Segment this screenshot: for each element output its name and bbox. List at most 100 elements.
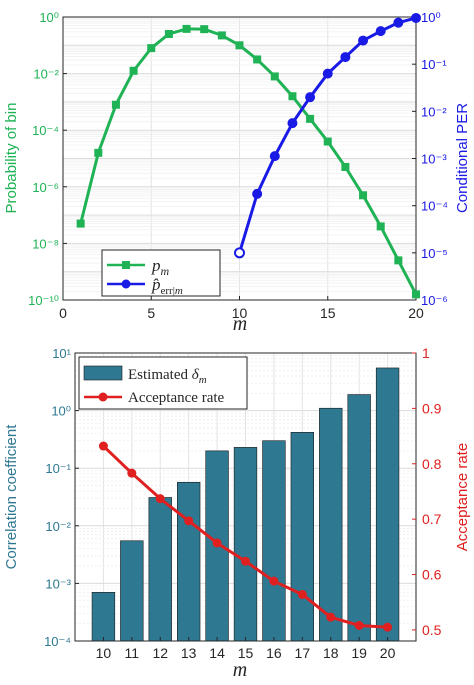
top-point-pm <box>94 148 103 157</box>
bottom-acceptance-point <box>354 620 364 630</box>
bottom-yl-tick-label: 10⁰ <box>51 404 71 419</box>
bottom-yl-tick-label: 10⁻² <box>45 519 71 534</box>
bottom-bar <box>233 447 258 642</box>
bottom-x-tick-label: 20 <box>380 645 396 661</box>
bottom-bar <box>120 540 144 642</box>
bottom-yl-tick-label: 10⁻³ <box>45 576 71 591</box>
bottom-x-ticks: 10 11 12 13 14 15 16 17 18 19 20 <box>96 637 396 661</box>
bottom-acceptance-point <box>241 556 250 566</box>
bottom-acceptance-point <box>326 612 336 622</box>
bottom-legend: Estimated δm Acceptance rate <box>78 356 248 410</box>
bottom-yr-tick-label: 0.5 <box>422 622 442 638</box>
bottom-x-tick-label: 15 <box>238 645 254 661</box>
top-yl-tick-label: 10⁻⁴ <box>32 123 59 138</box>
top-point-pm <box>200 25 209 34</box>
top-right-axis-label: Conditional PER <box>454 103 471 213</box>
bottom-x-tick-label: 13 <box>181 645 197 661</box>
bottom-bar <box>91 592 116 642</box>
bottom-line-series <box>98 441 393 632</box>
top-point-perr <box>234 247 245 259</box>
top-point-pm <box>323 137 332 146</box>
top-point-perr <box>252 188 263 199</box>
bottom-x-tick-label: 14 <box>209 645 225 661</box>
top-point-pm <box>111 100 120 109</box>
top-yl-tick-label: 10⁻² <box>33 67 59 82</box>
top-left-axis-label: Probability of bin <box>3 103 20 214</box>
top-legend-box <box>101 249 221 297</box>
top-x-axis-label: m <box>233 313 247 335</box>
top-x-tick-label: 20 <box>408 305 424 321</box>
bottom-bar <box>347 394 371 642</box>
top-point-pm <box>164 29 173 38</box>
bottom-bar <box>262 440 286 642</box>
bottom-left-axis-label: Correlation coefficient <box>3 424 20 570</box>
bottom-bar <box>148 497 172 642</box>
top-point-pm <box>412 290 420 299</box>
top-point-perr <box>322 68 333 79</box>
top-point-pm <box>394 256 403 265</box>
top-point-perr <box>287 118 298 129</box>
top-point-pm <box>341 162 350 171</box>
top-yr-tick-label: 10⁻⁵ <box>421 246 448 261</box>
bottom-yr-tick-label: 0.7 <box>422 511 442 527</box>
bottom-bars <box>91 367 400 642</box>
top-yr-tick-label: 10⁻⁴ <box>421 199 448 214</box>
top-yl-tick-label: 10⁻¹⁰ <box>28 293 59 308</box>
legend-delta-swatch <box>83 365 123 381</box>
top-point-pm <box>129 66 138 75</box>
bottom-legend-box <box>78 356 248 410</box>
top-x-tick-label: 15 <box>320 305 336 321</box>
bottom-x-tick-label: 12 <box>152 645 168 661</box>
bottom-acceptance-point <box>184 516 194 526</box>
top-point-perr <box>411 12 421 23</box>
legend-acceptance-marker <box>98 392 108 402</box>
bottom-acceptance-point <box>98 441 108 451</box>
top-chart: 0 5 10 15 20 10⁰ 10⁻² 10⁻⁴ 10⁻⁶ 10⁻⁸ 10⁻¹⁰ 10⁰ 10⁻… <box>3 10 471 335</box>
legend-perr-label: p̂err|m <box>151 275 183 297</box>
bottom-yr-tick-label: 0.6 <box>422 567 442 583</box>
top-point-pm <box>306 114 315 123</box>
bottom-acceptance-point <box>212 538 222 548</box>
top-yl-tick-label: 10⁻⁶ <box>32 180 59 195</box>
top-point-pm <box>376 222 385 231</box>
top-point-perr <box>305 92 316 103</box>
bottom-yr-tick-label: 0.9 <box>422 400 442 416</box>
bottom-yl-tick-label: 10⁻⁴ <box>44 634 71 649</box>
top-x-ticks: 0 5 10 15 20 <box>59 296 424 321</box>
legend-perr-marker <box>121 279 131 289</box>
bottom-bar <box>290 432 315 642</box>
bottom-x-tick-label: 19 <box>351 645 367 661</box>
bottom-yl-tick-label: 10¹ <box>52 346 71 361</box>
bottom-chart: 10 11 12 13 14 15 16 17 18 19 20 10¹ 10⁰ 10⁻¹ 10⁻² 10⁻… <box>3 345 471 681</box>
top-yr-tick-label: 10⁻¹ <box>421 57 447 72</box>
top-point-perr <box>358 35 369 46</box>
top-y-left-ticks: 10⁰ 10⁻² 10⁻⁴ 10⁻⁶ 10⁻⁸ 10⁻¹⁰ <box>28 10 67 308</box>
bottom-x-tick-label: 16 <box>266 645 282 661</box>
top-point-pm <box>270 72 279 81</box>
bottom-x-tick-label: 10 <box>96 645 112 661</box>
bottom-yr-tick-label: 0.8 <box>422 456 442 472</box>
top-point-pm <box>235 41 244 50</box>
bottom-yr-tick-label: 1 <box>422 345 430 361</box>
bottom-x-tick-label: 11 <box>125 645 140 661</box>
top-x-tick-label: 0 <box>59 305 67 321</box>
legend-pm-marker <box>122 261 130 269</box>
top-yl-tick-label: 10⁰ <box>39 10 59 25</box>
legend-delta-label: Estimated δm <box>128 367 207 386</box>
top-point-pm <box>288 92 297 101</box>
top-yr-tick-label: 10⁻³ <box>421 152 447 167</box>
bottom-acceptance-point <box>127 468 137 478</box>
top-point-pm <box>182 24 191 33</box>
top-x-tick-label: 5 <box>147 305 155 321</box>
legend-acceptance-label: Acceptance rate <box>128 390 225 406</box>
top-series <box>76 12 421 299</box>
bottom-x-tick-label: 17 <box>295 645 311 661</box>
bottom-y-left-ticks: 10¹ 10⁰ 10⁻¹ 10⁻² 10⁻³ 10⁻⁴ <box>44 346 79 649</box>
top-point-perr <box>340 52 351 63</box>
bottom-acceptance-point <box>269 576 279 586</box>
top-point-pm <box>359 191 368 200</box>
top-yr-tick-label: 10⁻² <box>421 104 447 119</box>
bottom-x-tick-label: 18 <box>323 645 339 661</box>
bottom-yl-tick-label: 10⁻¹ <box>45 461 71 476</box>
